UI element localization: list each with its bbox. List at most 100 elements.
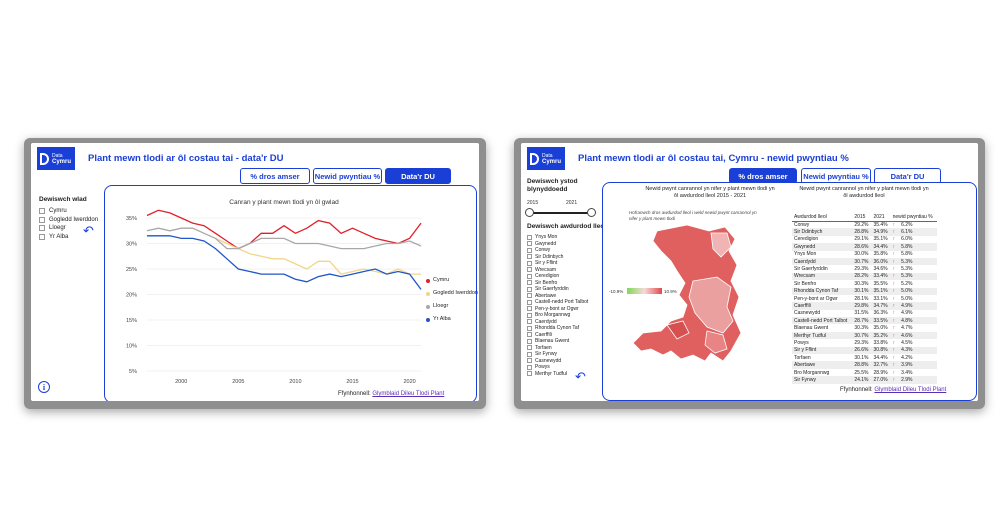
y-tick-label: 10% <box>126 344 137 350</box>
tab-percent-over-time[interactable]: % dros amser <box>240 168 310 184</box>
legend-item-yr-alba[interactable]: Yr Alba <box>426 313 478 326</box>
table-cell: Caerffili <box>792 302 853 310</box>
authority-change-table: Awdurdod lleol 2015 2021 newid pwyntiau … <box>792 213 937 384</box>
reset-arrow-icon[interactable]: ↶ <box>575 369 586 384</box>
authority-option[interactable]: Sir Benfro <box>527 280 588 287</box>
table-row[interactable]: Castell-nedd Port Talbot 28.7% 33.5% ↑ 4.8% <box>792 317 937 325</box>
table-cell: Powys <box>794 339 809 346</box>
authority-option[interactable]: Caerdydd <box>527 319 588 326</box>
table-cell: Sir Benfro <box>794 280 817 287</box>
table-cell: 28.6% <box>852 243 872 251</box>
table-row[interactable]: Gwynedd 28.6% 34.4% ↑ 5.8% <box>792 243 937 251</box>
table-cell: 28.9% <box>873 369 888 376</box>
authority-option[interactable]: Caerffili <box>527 332 588 339</box>
arrow-up-icon: ↑ <box>892 273 896 280</box>
reset-arrow-icon[interactable]: ↶ <box>83 223 94 238</box>
authority-option[interactable]: Sir Fynwy <box>527 351 588 358</box>
legend-item-cymru[interactable]: Cymru <box>426 274 478 287</box>
table-cell: Rhondda Cynon Taf <box>792 287 853 295</box>
arrow-up-icon: ↑ <box>892 221 896 228</box>
tab-point-change[interactable]: Newid pwyntiau % <box>313 168 382 184</box>
authority-option[interactable]: Wrecsam <box>527 267 588 274</box>
authority-option[interactable]: Merthyr Tudful <box>527 371 588 378</box>
x-tick-label: 2000 <box>175 379 187 385</box>
table-cell: Conwy <box>794 221 810 228</box>
table-row[interactable]: Powys 29.3% 33.8% ↑ 4.5% <box>792 339 937 346</box>
authority-option[interactable]: Torfaen <box>527 345 588 352</box>
table-row[interactable]: Wrecsam 28.2% 33.4% ↑ 5.3% <box>792 272 937 281</box>
arrow-up-icon: ↑ <box>892 310 896 317</box>
map-table-panel: Newid pwynt canrannol yn nifer y plant m… <box>602 182 977 401</box>
authority-option[interactable]: Bro Morgannwg <box>527 312 588 319</box>
table-cell: Abertawe <box>792 361 853 369</box>
country-option[interactable]: Lloegr <box>39 224 98 233</box>
table-row[interactable]: Ynys Mon 30.0% 35.8% ↑ 5.8% <box>792 251 937 258</box>
arrow-up-icon: ↑ <box>892 362 896 369</box>
country-option[interactable]: Gogledd Iwerddon <box>39 216 98 225</box>
arrow-up-icon: ↑ <box>892 347 896 354</box>
table-row[interactable]: Conwy 29.2% 35.4% ↑ 6.2% <box>792 221 937 228</box>
authority-option[interactable]: Casnewydd <box>527 358 588 365</box>
table-row[interactable]: Sir Fynwy 24.1% 27.0% ↑ 2.9% <box>792 376 937 384</box>
table-header[interactable]: newid pwyntiau % <box>890 213 937 222</box>
table-cell: 29.2% <box>854 221 869 228</box>
authority-option[interactable]: Ceredigion <box>527 273 588 280</box>
table-cell: 34.4% <box>871 243 891 251</box>
year-slider-end-handle[interactable] <box>587 208 596 217</box>
tab-uk-data[interactable]: Data'r DU <box>385 168 451 184</box>
country-option[interactable]: Cymru <box>39 207 98 216</box>
table-cell: 28.7% <box>852 317 872 325</box>
authority-option[interactable]: Sir y Fflint <box>527 260 588 267</box>
table-row[interactable]: Bro Morgannwg 25.5% 28.9% ↑ 3.4% <box>792 369 937 376</box>
authority-option[interactable]: Sir Ddinbych <box>527 254 588 261</box>
table-cell: 30.3% <box>854 325 869 332</box>
authority-option[interactable]: Abertawe <box>527 293 588 300</box>
authority-option[interactable]: Rhondda Cynon Taf <box>527 325 588 332</box>
table-header[interactable]: 2021 <box>871 213 891 222</box>
table-cell: Caerdydd <box>792 257 853 266</box>
table-row[interactable]: Sir Ddinbych 28.8% 34.9% ↑ 6.1% <box>792 228 937 236</box>
table-row[interactable]: Sir Gaerfyrddin 29.3% 34.6% ↑ 5.3% <box>792 265 937 272</box>
table-row[interactable]: Pen-y-bont ar Ogwr 28.1% 33.1% ↑ 5.0% <box>792 295 937 302</box>
authority-option[interactable]: Conwy <box>527 247 588 254</box>
table-row[interactable]: Casnewydd 31.5% 36.3% ↑ 4.9% <box>792 310 937 317</box>
table-cell: ↑ 4.9% <box>892 310 913 317</box>
info-icon[interactable]: i <box>38 381 50 393</box>
series-line-lloegr[interactable] <box>146 227 422 250</box>
authority-option[interactable]: Pen-y-bont ar Ogwr <box>527 306 588 313</box>
table-row[interactable]: Sir Benfro 30.3% 35.5% ↑ 5.2% <box>792 280 937 287</box>
table-cell: ↑ 5.3% <box>892 266 913 273</box>
series-line-yr-alba[interactable] <box>147 235 422 290</box>
table-row[interactable]: Caerffili 29.8% 34.7% ↑ 4.9% <box>792 302 937 310</box>
authority-option[interactable]: Gwynedd <box>527 241 588 248</box>
country-option[interactable]: Yr Alba <box>39 233 98 242</box>
table-cell: Merthyr Tudful <box>792 331 853 340</box>
legend-item-lloegr[interactable]: Lloegr <box>426 300 478 313</box>
year-slider-start-handle[interactable] <box>525 208 534 217</box>
table-header[interactable]: 2015 <box>852 213 872 222</box>
arrow-up-icon: ↑ <box>892 302 896 309</box>
source-link[interactable]: Glymblaid Dileu Tlodi Plant <box>874 387 947 393</box>
table-row[interactable]: Blaenau Gwent 30.3% 35.0% ↑ 4.7% <box>792 324 937 331</box>
table-row[interactable]: Rhondda Cynon Taf 30.1% 35.1% ↑ 5.0% <box>792 287 937 295</box>
y-tick-label: 25% <box>126 267 137 273</box>
table-cell: 32.7% <box>871 361 891 369</box>
legend-item-gogledd-iwerddon[interactable]: Gogledd Iwerddon <box>426 287 478 300</box>
table-row[interactable]: Abertawe 28.8% 32.7% ↑ 3.9% <box>792 361 937 369</box>
table-row[interactable]: Torfaen 30.1% 34.4% ↑ 4.2% <box>792 354 937 361</box>
table-row[interactable]: Ceredigion 29.1% 35.1% ↑ 6.0% <box>792 236 937 243</box>
wales-choropleth-map[interactable] <box>627 221 757 371</box>
authority-option[interactable]: Sir Gaerfyrddin <box>527 286 588 293</box>
series-line-cymru[interactable] <box>146 209 422 250</box>
table-row[interactable]: Sir y Fflint 26.6% 30.8% ↑ 4.3% <box>792 346 937 355</box>
table-row[interactable]: Merthyr Tudful 30.7% 35.2% ↑ 4.6% <box>792 331 937 340</box>
table-row[interactable]: Caerdydd 30.7% 36.0% ↑ 5.3% <box>792 257 937 266</box>
table-cell: 33.4% <box>871 272 891 281</box>
table-header[interactable]: Awdurdod lleol <box>792 213 853 222</box>
authority-option[interactable]: Powys <box>527 364 588 371</box>
authority-option[interactable]: Ynys Mon <box>527 234 588 241</box>
source-link[interactable]: Glymblaid Dileu Tlodi Plant <box>372 391 445 397</box>
source-note: Ffynhonnell: Glymblaid Dileu Tlodi Plant <box>338 391 445 397</box>
authority-option[interactable]: Castell-nedd Port Talbot <box>527 299 588 306</box>
authority-option[interactable]: Blaenau Gwent <box>527 338 588 345</box>
